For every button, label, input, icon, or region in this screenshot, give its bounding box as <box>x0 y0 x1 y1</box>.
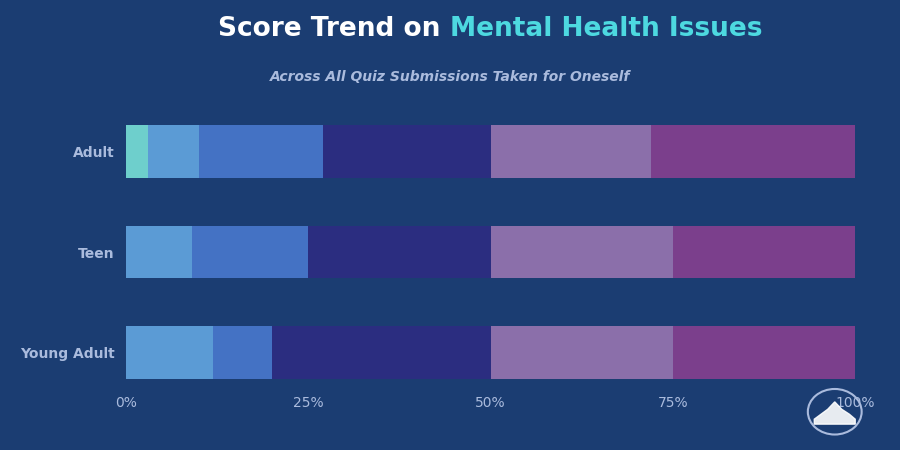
Bar <box>651 125 855 177</box>
Bar <box>491 125 651 177</box>
Bar <box>673 327 855 379</box>
Bar <box>126 226 192 278</box>
Bar <box>199 125 323 177</box>
Bar <box>323 125 490 177</box>
Bar <box>491 327 673 379</box>
Bar <box>491 226 673 278</box>
Bar <box>213 327 272 379</box>
Bar <box>126 125 148 177</box>
Bar <box>673 226 855 278</box>
Text: Mental Health Issues: Mental Health Issues <box>450 16 762 42</box>
Bar <box>192 226 308 278</box>
Bar <box>148 125 199 177</box>
Text: Across All Quiz Submissions Taken for Oneself: Across All Quiz Submissions Taken for On… <box>270 70 630 84</box>
Bar <box>272 327 491 379</box>
Bar <box>126 327 213 379</box>
Polygon shape <box>814 402 855 424</box>
Bar <box>308 226 490 278</box>
Text: Score Trend on: Score Trend on <box>219 16 450 42</box>
